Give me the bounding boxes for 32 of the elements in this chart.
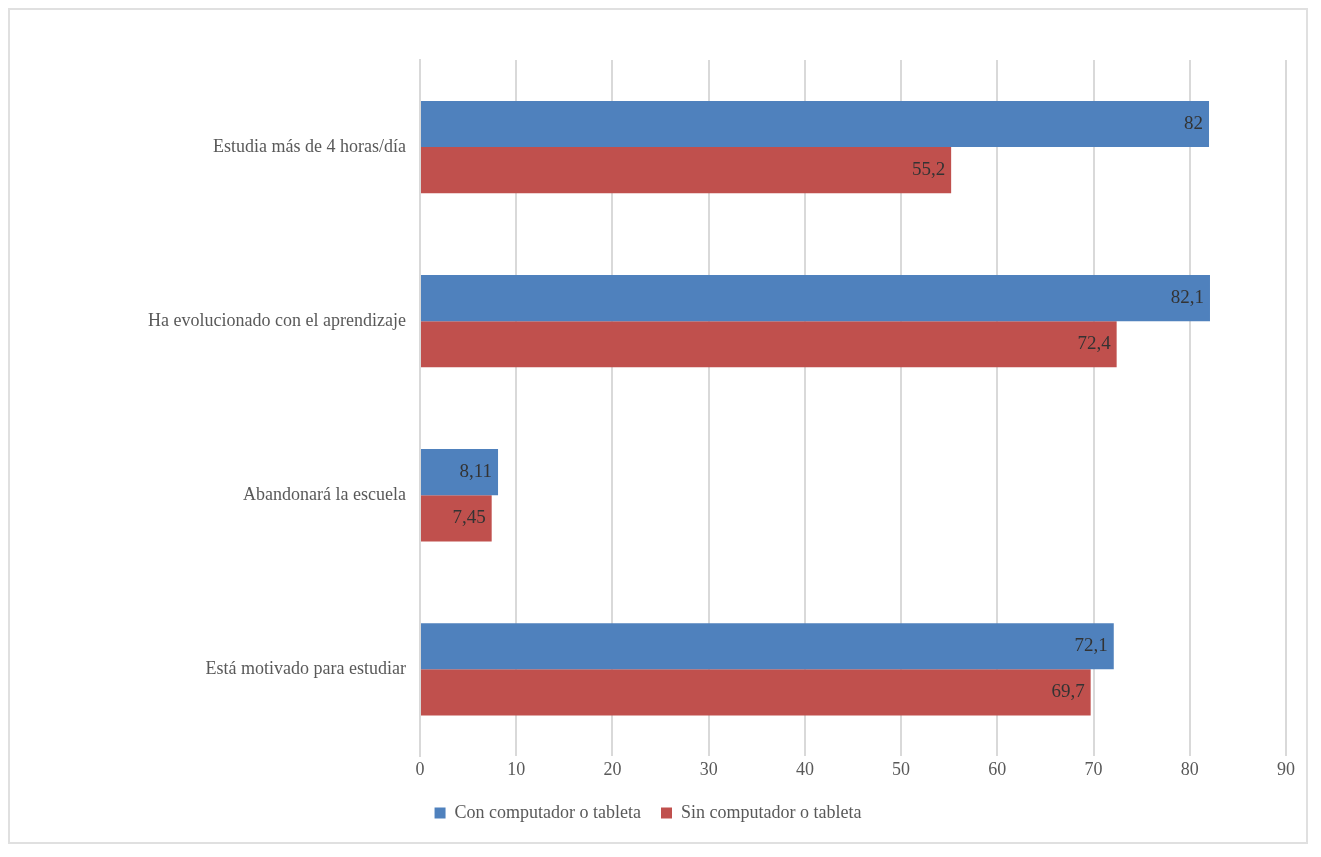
legend-label: Sin computador o tableta bbox=[681, 801, 862, 822]
x-tick-label: 50 bbox=[892, 758, 911, 779]
x-tick-label: 30 bbox=[699, 758, 718, 779]
bar bbox=[421, 321, 1117, 368]
x-tick-label: 0 bbox=[415, 758, 425, 779]
bar bbox=[421, 669, 1091, 716]
x-tick-label: 20 bbox=[603, 758, 622, 779]
legend-label: Con computador o tableta bbox=[454, 801, 642, 822]
bar bbox=[421, 495, 492, 542]
y-tick-label: Está motivado para estudiar bbox=[205, 658, 406, 679]
data-label: 72,1 bbox=[1074, 634, 1108, 656]
bar bbox=[421, 100, 1210, 148]
data-label: 55,2 bbox=[911, 158, 946, 180]
bar bbox=[421, 449, 499, 496]
data-label: 82 bbox=[1184, 111, 1204, 133]
data-label: 69,7 bbox=[1051, 680, 1085, 702]
x-tick-label: 70 bbox=[1084, 758, 1103, 779]
y-tick-label: Estudia más de 4 horas/día bbox=[213, 135, 406, 156]
data-label: 8,11 bbox=[459, 460, 493, 482]
data-label: 7,45 bbox=[452, 506, 486, 528]
bar bbox=[421, 147, 952, 194]
data-label: 72,4 bbox=[1077, 332, 1112, 354]
data-label: 82,1 bbox=[1170, 286, 1204, 308]
y-tick-label: Abandonará la escuela bbox=[243, 483, 406, 504]
x-tick-label: 60 bbox=[988, 758, 1007, 779]
y-tick-label: Ha evolucionado con el aprendizaje bbox=[148, 309, 406, 330]
x-tick-label: 10 bbox=[507, 758, 526, 779]
bar bbox=[421, 623, 1114, 670]
x-tick-label: 90 bbox=[1277, 758, 1295, 779]
x-tick-label: 80 bbox=[1180, 758, 1199, 779]
x-tick-label: 40 bbox=[795, 758, 814, 779]
bar bbox=[421, 275, 1210, 322]
